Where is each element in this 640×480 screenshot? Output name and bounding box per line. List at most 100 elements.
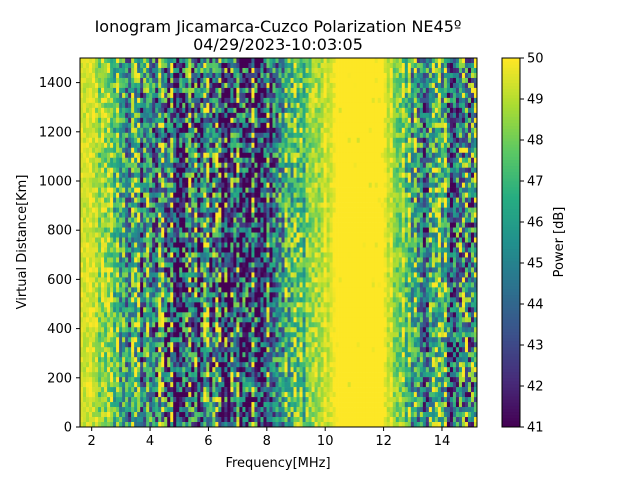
heatmap-cell <box>191 137 195 144</box>
heatmap-cell <box>272 397 276 403</box>
heatmap-cell <box>86 202 90 208</box>
heatmap-cell <box>161 257 165 263</box>
heatmap-cell <box>260 127 264 134</box>
heatmap-cell <box>170 117 174 124</box>
heatmap-cell <box>203 112 207 119</box>
heatmap-cell <box>86 152 90 159</box>
heatmap-cell <box>152 132 156 139</box>
heatmap-cell <box>158 97 162 104</box>
heatmap-cell <box>275 292 279 298</box>
heatmap-cell <box>131 262 135 268</box>
heatmap-cell <box>143 387 147 393</box>
heatmap-cell <box>122 232 126 238</box>
heatmap-cell <box>161 352 165 358</box>
heatmap-cell <box>122 252 126 258</box>
heatmap-cell <box>233 112 237 119</box>
heatmap-cell <box>206 72 210 79</box>
heatmap-cell <box>104 132 108 139</box>
heatmap-cell <box>200 122 204 129</box>
heatmap-cell <box>251 342 255 348</box>
heatmap-cell <box>128 172 132 178</box>
heatmap-cell <box>134 242 138 248</box>
heatmap-cell <box>161 252 165 258</box>
heatmap-cell <box>89 407 93 413</box>
heatmap-cell <box>224 217 228 223</box>
heatmap-cell <box>140 257 144 263</box>
heatmap-cell <box>152 212 156 218</box>
heatmap-cell <box>140 237 144 243</box>
heatmap-cell <box>236 257 240 263</box>
heatmap-cell <box>212 217 216 223</box>
heatmap-cell <box>134 252 138 258</box>
heatmap-cell <box>155 132 159 139</box>
heatmap-cell <box>224 272 228 278</box>
heatmap-cell <box>209 262 213 268</box>
heatmap-cell <box>254 58 258 64</box>
heatmap-cell <box>191 172 195 178</box>
heatmap-cell <box>164 292 168 298</box>
heatmap-cell <box>92 342 96 348</box>
heatmap-cell <box>254 372 258 378</box>
heatmap-cell <box>272 222 276 228</box>
heatmap-cell <box>281 107 285 114</box>
heatmap-cell <box>92 217 96 223</box>
heatmap-cell <box>221 212 225 218</box>
heatmap-cell <box>185 162 189 169</box>
heatmap-cell <box>209 402 213 408</box>
heatmap-cell <box>155 112 159 119</box>
heatmap-cell <box>269 267 273 273</box>
heatmap-cell <box>194 247 198 253</box>
heatmap-cell <box>86 227 90 233</box>
heatmap-cell <box>155 187 159 193</box>
heatmap-cell <box>200 137 204 144</box>
heatmap-cell <box>251 297 255 303</box>
heatmap-cell <box>254 292 258 298</box>
heatmap-cell <box>206 112 210 119</box>
heatmap-cell <box>188 417 192 423</box>
heatmap-cell <box>170 352 174 358</box>
heatmap-cell <box>281 202 285 208</box>
heatmap-cell <box>191 317 195 323</box>
heatmap-cell <box>89 302 93 308</box>
heatmap-cell <box>86 217 90 223</box>
heatmap-cell <box>260 227 264 233</box>
heatmap-cell <box>203 192 207 198</box>
heatmap-cell <box>92 242 96 248</box>
heatmap-cell <box>86 297 90 303</box>
heatmap-cell <box>80 237 84 243</box>
heatmap-cell <box>257 347 261 353</box>
heatmap-cell <box>83 422 87 428</box>
heatmap-cell <box>119 147 123 154</box>
heatmap-cell <box>83 417 87 423</box>
heatmap-cell <box>86 377 90 383</box>
heatmap-cell <box>104 257 108 263</box>
heatmap-cell <box>89 172 93 178</box>
heatmap-cell <box>251 412 255 418</box>
heatmap-cell <box>176 352 180 358</box>
heatmap-cell <box>236 202 240 208</box>
heatmap-cell <box>275 337 279 343</box>
heatmap-cell <box>137 372 141 378</box>
heatmap-cell <box>227 272 231 278</box>
heatmap-cell <box>182 77 186 84</box>
heatmap-cell <box>173 337 177 343</box>
heatmap-cell <box>146 157 150 164</box>
heatmap-cell <box>167 327 171 333</box>
heatmap-cell <box>170 282 174 288</box>
heatmap-cell <box>197 387 201 393</box>
heatmap-cell <box>95 102 99 109</box>
heatmap-cell <box>251 222 255 228</box>
heatmap-cell <box>263 242 267 248</box>
heatmap-cell <box>170 262 174 268</box>
heatmap-cell <box>203 122 207 129</box>
heatmap-cell <box>146 82 150 89</box>
heatmap-cell <box>95 392 99 398</box>
heatmap-cell <box>131 232 135 238</box>
heatmap-cell <box>224 242 228 248</box>
heatmap-cell <box>176 217 180 223</box>
heatmap-cell <box>263 127 267 134</box>
heatmap-cell <box>251 317 255 323</box>
heatmap-cell <box>188 117 192 124</box>
heatmap-cell <box>179 147 183 154</box>
heatmap-cell <box>158 402 162 408</box>
